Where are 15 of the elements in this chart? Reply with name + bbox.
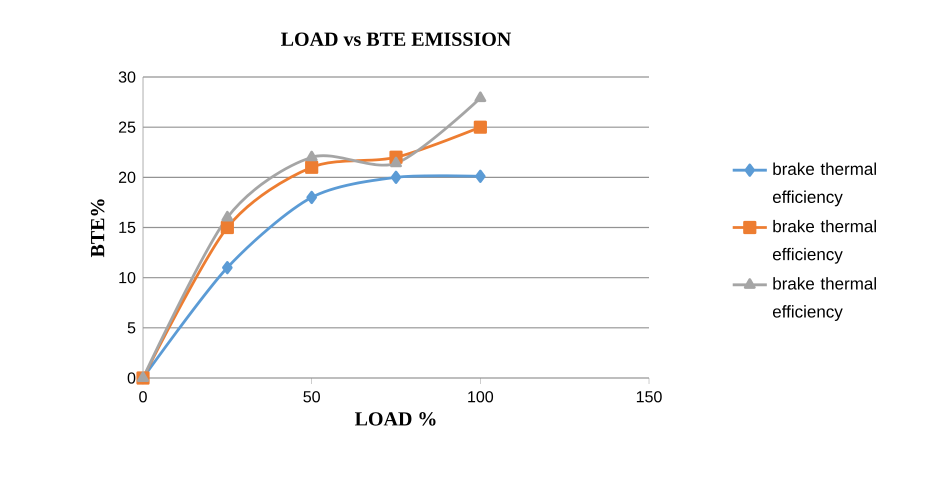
y-tick-label: 25 — [118, 122, 136, 133]
y-tick-label: 20 — [118, 172, 136, 183]
y-tick-label: 10 — [119, 272, 136, 284]
x-tick-label: 150 — [636, 391, 662, 402]
y-axis-title: BTE% — [90, 199, 104, 258]
y-tick-label: 5 — [128, 322, 136, 334]
x-tick-label: 50 — [303, 391, 320, 402]
y-tick-label: 15 — [119, 222, 136, 234]
chart-title: LOAD vs BTE EMISSION — [281, 32, 512, 46]
x-tick-label: 100 — [468, 391, 494, 402]
legend-label: brake thermal efficiency — [772, 277, 876, 321]
y-tick-label: 0 — [128, 372, 136, 384]
x-tick-label: 0 — [139, 391, 147, 402]
y-tick-label: 30 — [118, 71, 136, 83]
x-axis-title: LOAD % — [354, 412, 436, 426]
